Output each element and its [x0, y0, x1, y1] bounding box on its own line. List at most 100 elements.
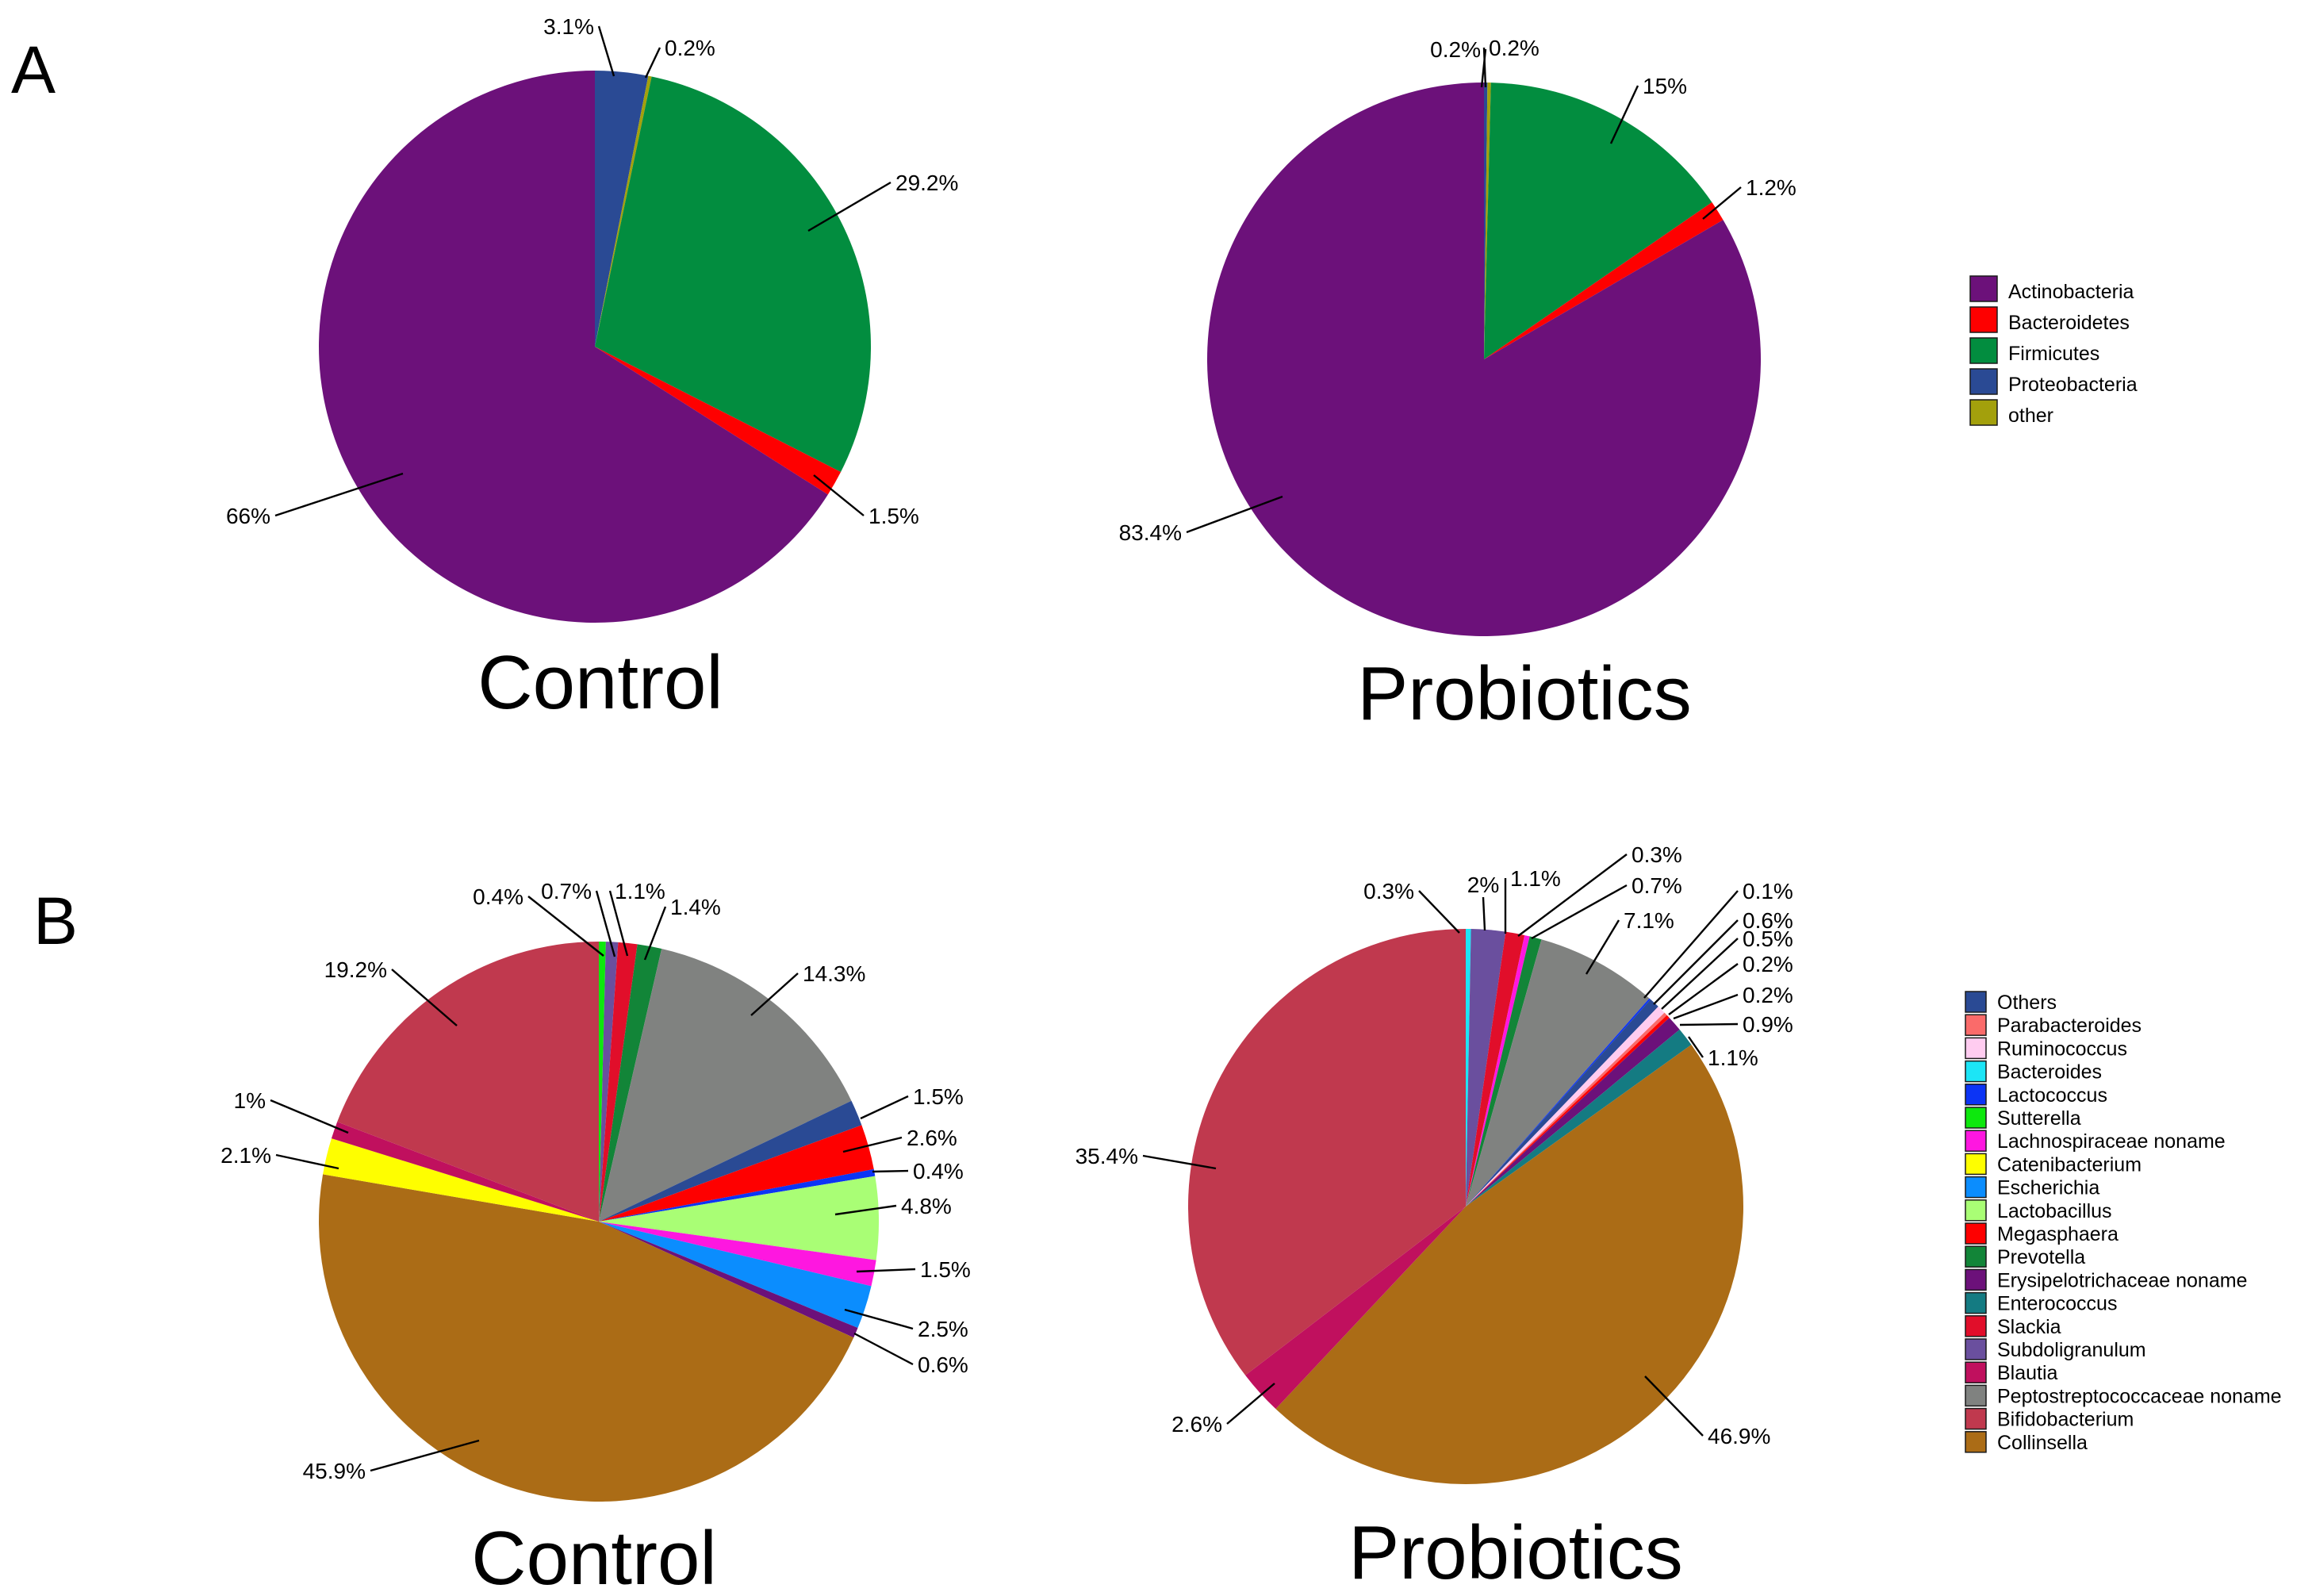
pct-label-enterococcus: 1.1%	[1708, 1045, 1758, 1070]
pct-label-others: 0.6%	[1743, 908, 1793, 933]
slice-slackia	[1466, 931, 1525, 1207]
leader-line-others	[860, 1095, 909, 1120]
pct-label-bacteroidetes: 1.5%	[868, 504, 919, 528]
slice-parabacteroides	[1466, 1012, 1667, 1207]
slice-prevotella	[599, 944, 662, 1222]
leader-line-lachnospiraceae-noname	[856, 1268, 916, 1273]
pct-label-bifidobacterium: 19.2%	[324, 957, 387, 982]
legend-swatch-blautia	[1965, 1361, 1987, 1383]
pct-label-bacteroidetes: 1.2%	[1746, 175, 1796, 200]
title-b-probiotics: Probiotics	[1348, 1510, 1683, 1595]
slice-prevotella	[1466, 936, 1542, 1207]
slice-others	[1466, 999, 1658, 1207]
leader-line-actinobacteria	[274, 472, 404, 517]
leader-line-lactococcus	[872, 1169, 909, 1173]
pct-label-erysipelotrichaceae-noname: 0.6%	[918, 1352, 968, 1377]
slice-subdoligranulum	[1466, 929, 1506, 1207]
slice-ruminococcus	[1466, 1006, 1665, 1207]
legend-swatch-proteobacteria	[1969, 368, 1998, 395]
legend-swatch-sutterella	[1965, 1107, 1987, 1129]
legend-swatch-enterococcus	[1965, 1291, 1987, 1314]
leader-line-bacteroidetes	[1702, 186, 1742, 220]
title-b-control: Control	[471, 1516, 716, 1596]
slice-others	[599, 1100, 862, 1222]
slice-escherichia	[599, 1222, 872, 1329]
slice-lactococcus	[599, 1168, 876, 1222]
legend-label-collinsella: Collinsella	[1997, 1432, 2088, 1454]
leader-line-collinsella	[1644, 1375, 1704, 1437]
leader-line-other	[644, 47, 661, 79]
slice-collinsella	[319, 1174, 854, 1502]
pct-label-firmicutes: 29.2%	[895, 171, 958, 195]
pct-label-firmicutes: 15%	[1643, 74, 1687, 98]
slice-erysipelotrichaceae-noname	[599, 1222, 858, 1338]
leader-line-enterococcus	[1688, 1036, 1704, 1058]
legend-swatch-catenibacterium	[1965, 1153, 1987, 1176]
legend-label-lactobacillus: Lactobacillus	[1997, 1200, 2112, 1222]
leader-line-bifidobacterium	[391, 969, 458, 1026]
leader-line-collinsella	[370, 1439, 480, 1472]
pie-b-probiotics: 0.3% 2% 1.1%0.3%0.7%7.1%0.1%0.6%0.5%0.2%0.…	[1076, 842, 1793, 1484]
legend-label-bacteroides: Bacteroides	[1997, 1061, 2102, 1084]
legend-label-escherichia: Escherichia	[1997, 1177, 2099, 1199]
slice-peptostreptococcaceae-noname	[599, 948, 852, 1222]
legend-label-parabacteroides: Parabacteroides	[1997, 1015, 2142, 1037]
leader-line-other	[1482, 47, 1487, 88]
pct-label-peptostreptococcaceae-noname: 14.3%	[803, 961, 865, 986]
pct-label-escherichia: 2.5%	[918, 1317, 968, 1341]
legend-swatch-lachnospiraceae-noname	[1965, 1130, 1987, 1152]
leader-line-prevotella	[643, 906, 667, 961]
legend-label-slackia: Slackia	[1997, 1316, 2061, 1338]
slice-bacteroidetes	[595, 347, 842, 495]
slice-subdoligranulum	[599, 942, 619, 1222]
slice-proteobacteria	[595, 71, 649, 347]
panel-b-label: B	[33, 884, 78, 958]
pct-label-prevotella: 0.7%	[1632, 873, 1682, 898]
slice-catenibacterium	[323, 1138, 599, 1222]
pct-label-peptostreptococcaceae-noname: 7.1%	[1624, 908, 1674, 933]
leader-line-megasphaera	[842, 1136, 903, 1153]
leader-line-lachnospiraceae-noname	[1517, 854, 1628, 937]
legend-label-firmicutes: Firmicutes	[2008, 343, 2099, 365]
pct-label-catenibacterium: 2.1%	[220, 1143, 271, 1168]
title-a-control: Control	[477, 640, 723, 725]
leader-line-megasphaera	[1673, 993, 1739, 1020]
legend-label-sutterella: Sutterella	[1997, 1107, 2081, 1130]
leader-line-parabacteroides	[1668, 963, 1739, 1015]
leader-line-slackia	[608, 890, 629, 957]
slice-bacteroidetes	[1484, 202, 1724, 359]
pct-label-erysipelotrichaceae-noname: 0.9%	[1743, 1012, 1793, 1037]
legend-label-bifidobacterium: Bifidobacterium	[1997, 1409, 2134, 1431]
slice-erysipelotrichaceae-noname	[1466, 1018, 1680, 1207]
pct-label-lactococcus: 0.4%	[913, 1159, 964, 1184]
leader-line-bacteroides	[1418, 890, 1460, 934]
legend-swatch-prevotella	[1965, 1245, 1987, 1268]
pct-label-proteobacteria: 3.1%	[543, 14, 594, 39]
legend-swatch-subdoligranulum	[1965, 1338, 1987, 1360]
legend-swatch-ruminococcus	[1965, 1037, 1987, 1060]
legend-swatch-peptostreptococcaceae-noname	[1965, 1384, 1987, 1407]
pct-label-slackia: 1.1%	[1510, 866, 1561, 891]
pct-label-slackia: 1.1%	[615, 879, 665, 904]
pct-label-subdoligranulum: 2%	[1467, 873, 1499, 897]
pct-label-lachnospiraceae-noname: 0.3%	[1632, 842, 1682, 867]
legend-swatch-erysipelotrichaceae-noname	[1965, 1268, 1987, 1291]
slice-actinobacteria	[319, 71, 828, 623]
legend-label-actinobacteria: Actinobacteria	[2008, 281, 2134, 303]
pct-label-other: 0.2%	[1489, 36, 1540, 60]
title-a-probiotics: Probiotics	[1357, 651, 1692, 736]
legend-swatch-bifidobacterium	[1965, 1407, 1987, 1430]
pct-label-proteobacteria: 0.2%	[1430, 37, 1481, 62]
pie-b-control: 0.4% 0.7% 1.1%1.4% 14.3% 1.5% 2.6% 0.4% 4.8% 1.5…	[220, 879, 971, 1502]
slice-slackia	[599, 942, 638, 1222]
pct-label-others: 1.5%	[913, 1084, 964, 1109]
leader-line-proteobacteria	[597, 25, 615, 77]
leader-line-ruminococcus	[1661, 938, 1739, 1010]
leader-line-others	[1653, 919, 1739, 1005]
legend-label-blautia: Blautia	[1997, 1362, 2058, 1384]
leader-line-actinobacteria	[1186, 495, 1283, 534]
slice-lactobacillus	[599, 1176, 879, 1260]
slice-bifidobacterium	[337, 942, 599, 1222]
slice-other	[595, 75, 652, 347]
pct-label-blautia: 2.6%	[1171, 1412, 1222, 1437]
